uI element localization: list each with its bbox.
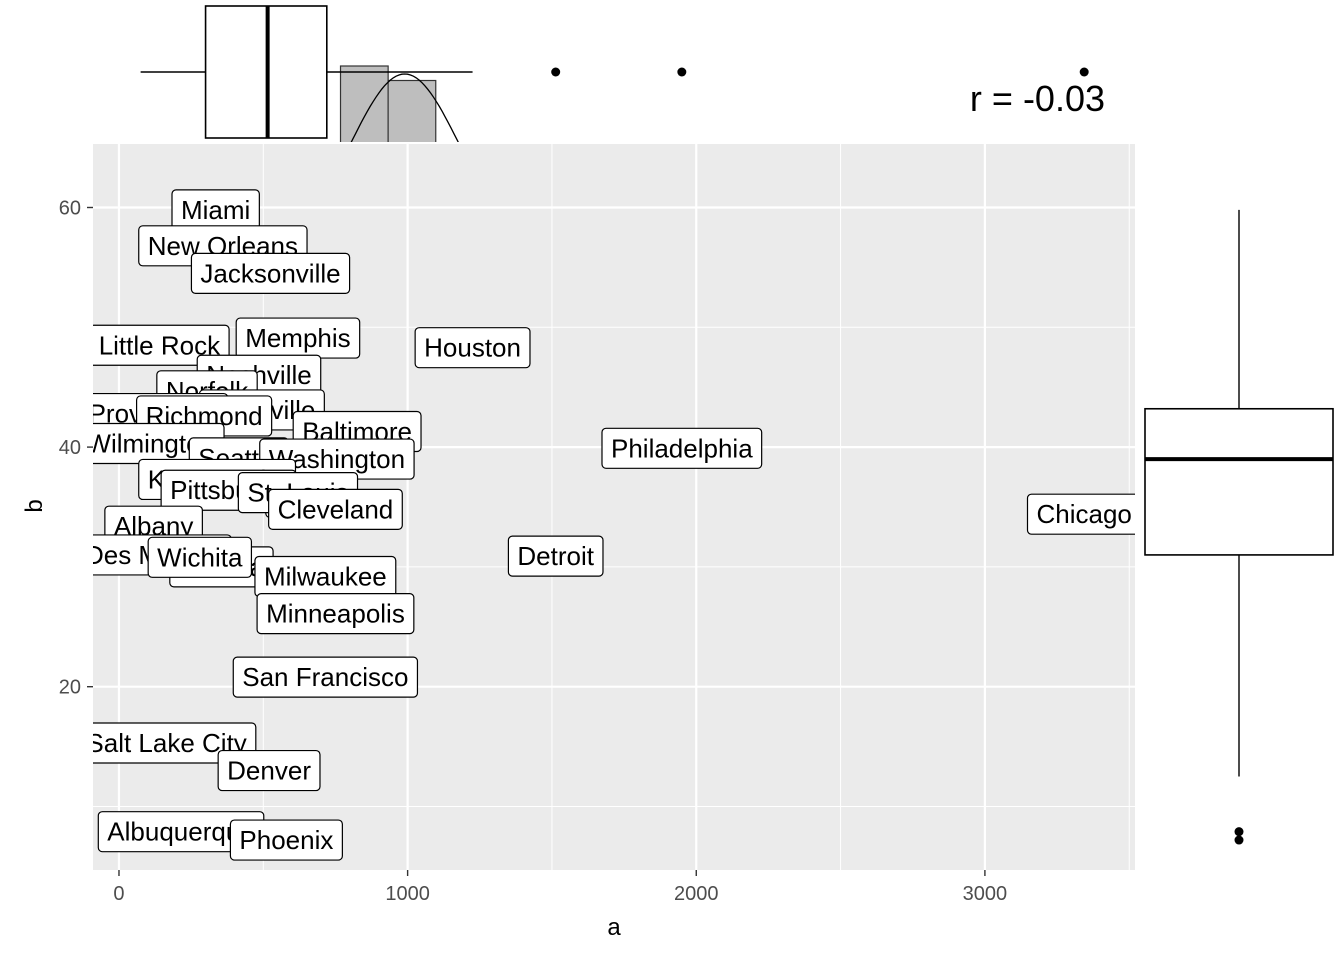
y-tick-label: 60 [59, 197, 81, 219]
point-label-box [93, 324, 230, 366]
point-label-text: Miami [181, 195, 250, 225]
point-label: Albuquerque [97, 811, 265, 853]
point-label-box [507, 535, 604, 577]
box-outlier [551, 67, 561, 77]
point-label-text: Detroit [517, 541, 594, 571]
point-label: Minneapolis [256, 593, 415, 635]
point-label-text: Minneapolis [266, 599, 405, 629]
point-label-box [414, 327, 531, 369]
point-label: Detroit [507, 535, 604, 577]
x-tick-label: 2000 [674, 883, 719, 905]
point-label: Memphis [235, 317, 361, 359]
x-tick-label: 1000 [385, 883, 430, 905]
point-label: Miami [171, 189, 260, 231]
point-label-box [190, 252, 351, 294]
point-label-text: Phoenix [239, 825, 333, 855]
point-label-text: Cleveland [278, 494, 394, 524]
axis-ticks: 0 1000 2000 3000 20 40 60 [59, 197, 1007, 905]
point-label: Philadelphia [601, 427, 763, 469]
point-label: Houston [414, 327, 531, 369]
y-tick-label: 20 [59, 677, 81, 699]
point-label: Jacksonville [190, 252, 351, 294]
point-label-text: Philadelphia [611, 433, 753, 463]
point-label-text: Houston [424, 333, 521, 363]
box-outlier [1234, 827, 1244, 837]
point-label-box [147, 536, 253, 578]
top-marginal-plot [140, 5, 1089, 142]
point-label: Cleveland [268, 488, 403, 530]
point-label-box [1026, 493, 1135, 535]
point-label-box [601, 427, 763, 469]
point-label-text: Memphis [245, 323, 350, 353]
point-label-text: Wichita [157, 542, 243, 572]
box-outlier [677, 67, 687, 77]
point-label-text: Jacksonville [200, 258, 340, 288]
point-label: Little Rock [93, 324, 230, 366]
histogram-bar [339, 65, 389, 142]
histogram-bar [387, 79, 437, 142]
point-label-box [229, 819, 343, 861]
point-label-box [256, 593, 415, 635]
point-label: San Francisco [232, 656, 419, 698]
point-label-box [232, 656, 419, 698]
density-curve [350, 73, 459, 142]
y-tick-label: 40 [59, 437, 81, 459]
x-tick-label: 3000 [963, 883, 1008, 905]
point-label-text: Denver [227, 756, 311, 786]
correlation-annotation: r = -0.03 [970, 78, 1105, 119]
point-label: Wichita [147, 536, 253, 578]
point-label-text: San Francisco [242, 662, 408, 692]
box-outlier [1234, 835, 1244, 845]
box-body [1144, 407, 1334, 556]
right-marginal-plot [1144, 209, 1334, 845]
point-label-text: Chicago [1036, 499, 1131, 529]
box-outlier [1079, 67, 1089, 77]
x-axis-title: a [607, 914, 621, 941]
point-label: Milwaukee [254, 555, 397, 598]
point-label: Phoenix [229, 819, 343, 861]
point-label: Denver [217, 749, 321, 792]
point-label: Chicago [1026, 493, 1135, 535]
point-label-box [93, 722, 257, 764]
point-label-box [217, 749, 321, 792]
point-label-text: Milwaukee [264, 561, 387, 591]
y-axis-title: b [21, 499, 48, 512]
point-label-box [268, 488, 403, 530]
x-tick-label: 0 [113, 883, 124, 905]
